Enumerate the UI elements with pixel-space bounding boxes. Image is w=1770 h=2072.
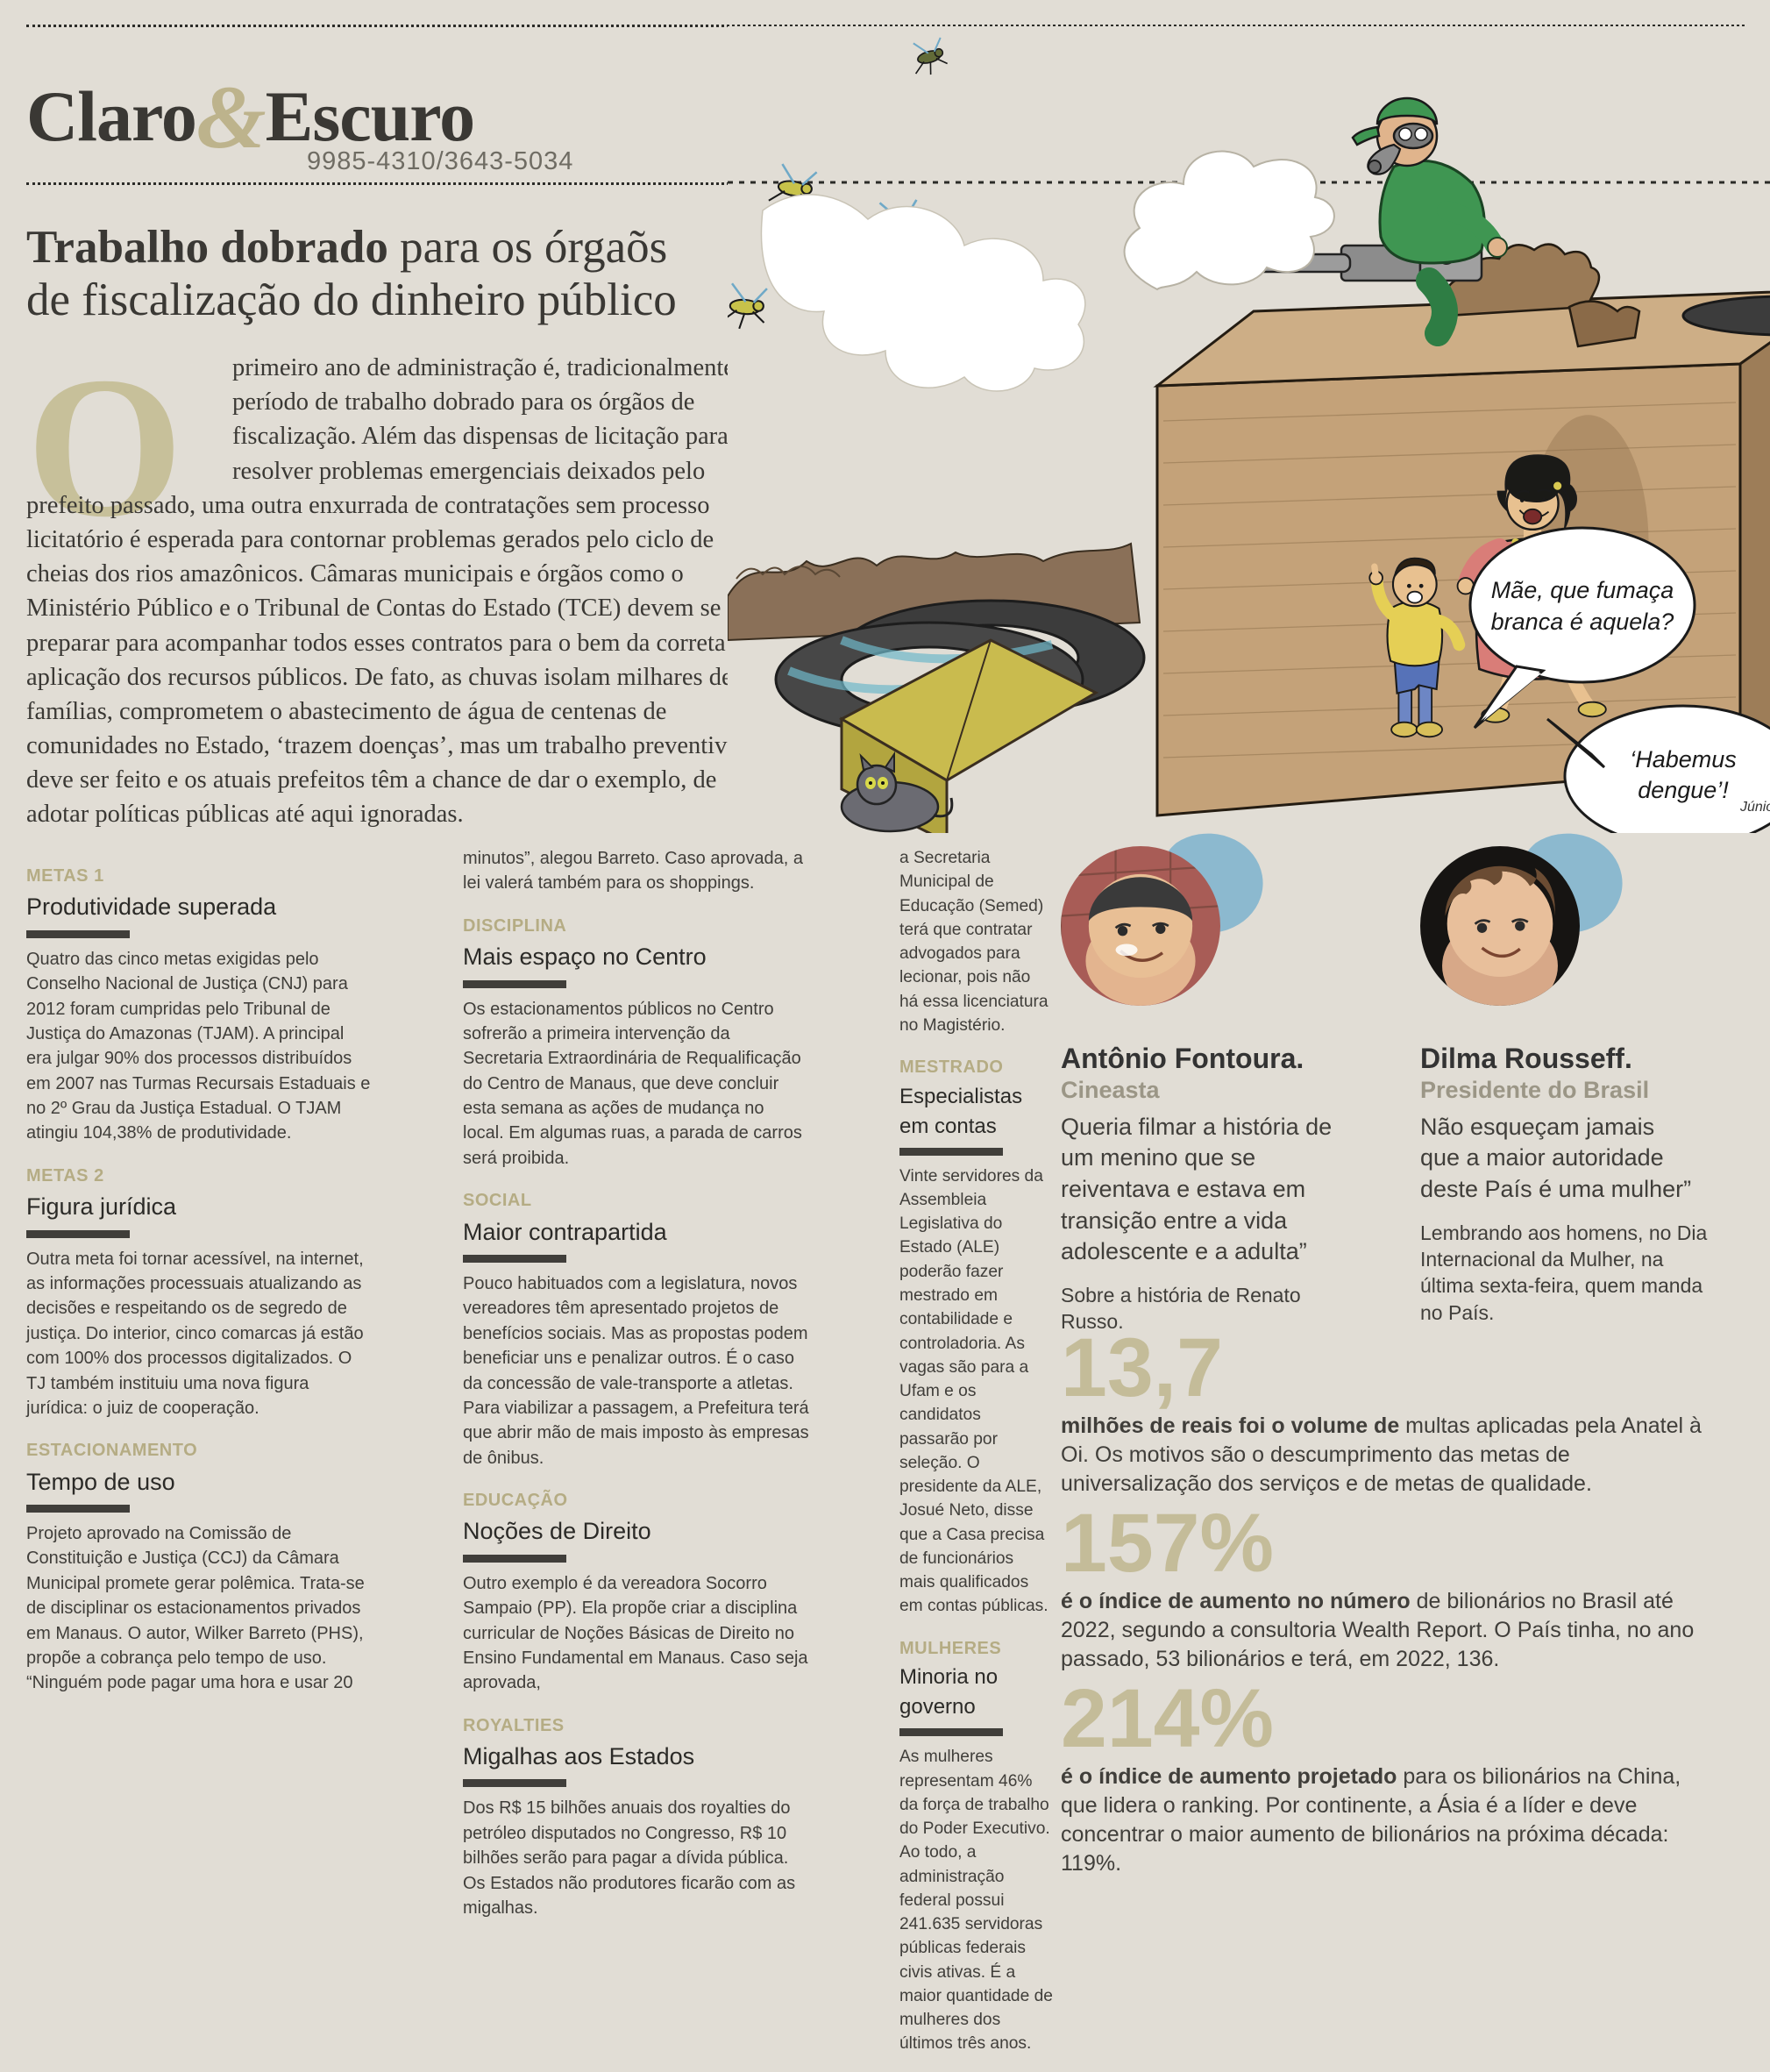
svg-text:Júnior Lima: Júnior Lima	[1739, 800, 1770, 815]
svg-text:‘Habemus: ‘Habemus	[1630, 746, 1737, 773]
svg-text:dengue’!: dengue’!	[1638, 777, 1729, 803]
svg-text:Mãe, que fumaça: Mãe, que fumaça	[1491, 577, 1674, 603]
svg-text:branca é aquela?: branca é aquela?	[1491, 609, 1674, 635]
